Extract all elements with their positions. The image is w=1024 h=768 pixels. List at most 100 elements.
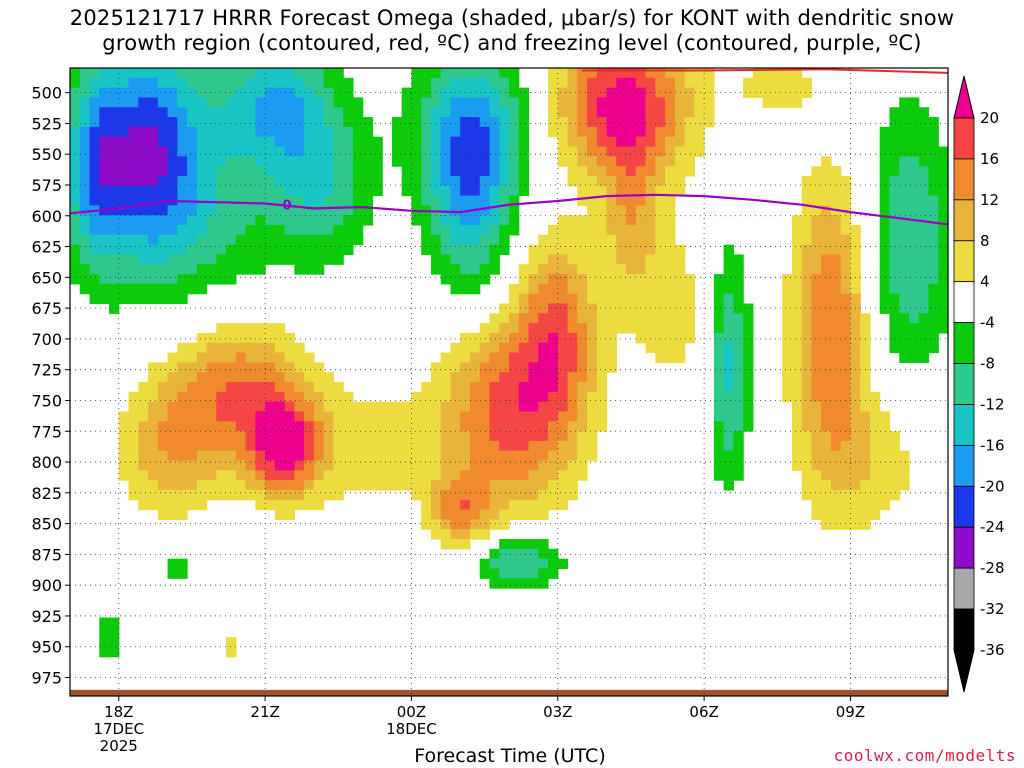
omega-cell [323, 205, 334, 216]
omega-cell [899, 117, 910, 128]
omega-cell [518, 499, 530, 511]
omega-cell [606, 156, 617, 167]
omega-cell [479, 411, 491, 422]
omega-cell [323, 195, 334, 206]
omega-cell [177, 244, 188, 256]
omega-cell [557, 401, 569, 413]
omega-cell [616, 175, 627, 187]
omega-cell [265, 480, 276, 491]
omega-cell [196, 68, 208, 79]
omega-cell [538, 568, 549, 579]
omega-cell [557, 68, 569, 79]
omega-cell [274, 421, 286, 432]
omega-cell [245, 107, 256, 118]
omega-cell [265, 234, 276, 246]
omega-cell [411, 126, 422, 138]
omega-cell [557, 411, 569, 422]
omega-cell [830, 274, 842, 285]
omega-cell [840, 401, 852, 413]
omega-cell [460, 401, 471, 413]
omega-cell [294, 342, 305, 354]
omega-cell [713, 401, 725, 413]
colorbar-tick-label: -36 [980, 641, 1005, 659]
omega-cell [577, 352, 588, 363]
omega-cell [118, 283, 130, 295]
omega-cell [265, 225, 276, 236]
omega-cell [577, 264, 588, 275]
omega-cell [791, 244, 803, 256]
omega-cell [830, 440, 842, 452]
omega-cell [635, 293, 647, 305]
omega-cell [713, 411, 725, 422]
omega-cell [79, 97, 91, 108]
omega-cell [196, 254, 208, 265]
omega-cell [518, 548, 530, 560]
omega-cell [557, 470, 569, 481]
omega-cell [908, 117, 920, 128]
omega-cell [99, 234, 110, 246]
omega-cell [187, 185, 198, 197]
omega-cell [567, 234, 578, 246]
y-tick-label: 825 [31, 484, 62, 503]
omega-cell [157, 489, 169, 501]
omega-cell [284, 509, 295, 520]
omega-cell [499, 107, 510, 118]
omega-cell [469, 489, 481, 501]
omega-cell [206, 244, 217, 256]
omega-cell [226, 195, 237, 206]
omega-cell [148, 293, 159, 305]
omega-cell [479, 175, 491, 187]
omega-cell [333, 77, 344, 89]
omega-cell [557, 87, 569, 99]
omega-cell [294, 372, 305, 383]
omega-cell [128, 234, 139, 246]
omega-cell [665, 234, 676, 246]
omega-cell [499, 166, 510, 177]
omega-cell [577, 87, 588, 99]
omega-cell [509, 548, 520, 560]
omega-cell [138, 274, 149, 285]
omega-cell [489, 480, 500, 491]
omega-cell [226, 323, 237, 334]
omega-cell [255, 136, 266, 148]
omega-cell [274, 323, 286, 334]
omega-cell [782, 332, 793, 344]
omega-cell [713, 342, 725, 354]
omega-cell [226, 264, 237, 275]
omega-cell [157, 480, 169, 491]
omega-cell [294, 382, 305, 393]
omega-cell [304, 489, 315, 501]
omega-cell [460, 254, 471, 265]
omega-cell [616, 68, 627, 79]
omega-cell [509, 283, 520, 295]
omega-cell [128, 195, 139, 206]
omega-cell [899, 313, 910, 324]
omega-cell [899, 166, 910, 177]
omega-cell [908, 293, 920, 305]
omega-cell [674, 97, 686, 108]
omega-cell [118, 450, 130, 462]
omega-cell [860, 509, 871, 520]
omega-cell [167, 205, 178, 216]
omega-cell [421, 225, 432, 236]
omega-cell [440, 539, 452, 550]
omega-cell [918, 156, 930, 167]
omega-cell [850, 244, 861, 256]
credit-link[interactable]: coolwx.com/modelts [833, 746, 1016, 765]
omega-cell [489, 401, 500, 413]
omega-cell [830, 431, 842, 442]
omega-cell [284, 431, 295, 442]
omega-cell [791, 362, 803, 373]
omega-cell [128, 107, 139, 118]
omega-cell [450, 450, 461, 462]
omega-cell [743, 313, 754, 324]
omega-cell [908, 264, 920, 275]
omega-cell [733, 382, 744, 393]
omega-cell [567, 391, 578, 403]
omega-cell [860, 401, 871, 413]
omega-cell [450, 274, 461, 285]
omega-cell [70, 166, 81, 177]
omega-cell [645, 195, 656, 206]
omega-cell [928, 195, 939, 206]
omega-cell [752, 87, 764, 99]
